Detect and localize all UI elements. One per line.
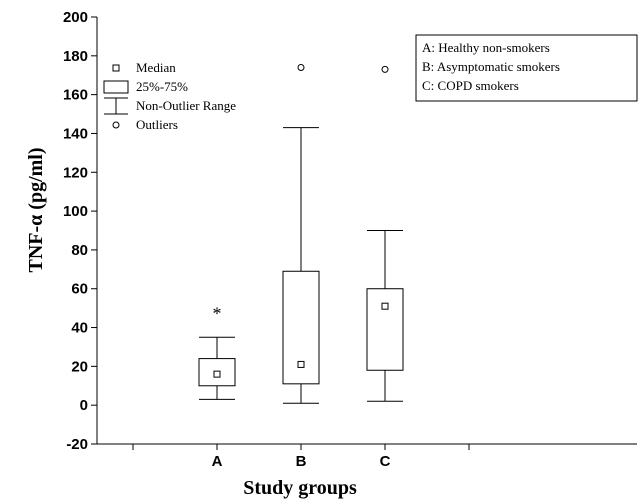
y-tick-label: 160 [63, 87, 88, 104]
legend-label: Median [136, 60, 176, 75]
y-tick-label: 140 [63, 125, 88, 142]
group-key-line: A: Healthy non-smokers [422, 40, 550, 55]
outlier-point [381, 65, 389, 73]
significance-marker: * [213, 303, 222, 323]
legend-label: 25%-75% [136, 79, 188, 94]
median-marker [297, 360, 305, 368]
y-tick-label: 200 [63, 9, 88, 26]
y-tick-label: 100 [63, 203, 88, 220]
legend-median-icon [112, 64, 120, 72]
group-key-line: C: COPD smokers [422, 78, 519, 93]
x-tick-label: A [212, 453, 223, 470]
legend-item-median: Median [112, 60, 176, 75]
legend-outlier-icon [112, 121, 120, 129]
group-key-line: B: Asymptomatic smokers [422, 59, 560, 74]
legend-item-whisker: Non-Outlier Range [104, 97, 236, 115]
median-marker [213, 370, 221, 378]
median-marker [381, 302, 389, 310]
y-tick-label: 40 [71, 320, 88, 337]
legend-label: Non-Outlier Range [136, 98, 236, 113]
group-key-box [415, 34, 638, 102]
iqr-box [366, 288, 404, 371]
y-tick-label: 0 [80, 397, 88, 414]
outlier-point [297, 63, 305, 71]
y-tick-label: -20 [66, 436, 88, 453]
y-tick-label: 20 [71, 358, 88, 375]
x-axis-title: Study groups [243, 477, 357, 499]
box-group-b [282, 63, 320, 404]
legend-item-box: 25%-75% [103, 79, 188, 94]
legend-box-icon [103, 80, 129, 94]
y-tick-label: 60 [71, 281, 88, 298]
x-tick-label: C [380, 453, 391, 470]
legend-item-outlier: Outliers [112, 117, 178, 132]
box-group-c [366, 65, 404, 402]
y-tick-label: 120 [63, 164, 88, 181]
y-tick-label: 80 [71, 242, 88, 259]
y-tick-label: 180 [63, 48, 88, 65]
y-axis-title: TNF-α (pg/ml) [25, 147, 47, 272]
box-group-a: * [198, 303, 236, 400]
x-tick-label: B [296, 453, 307, 470]
legend-label: Outliers [136, 117, 178, 132]
